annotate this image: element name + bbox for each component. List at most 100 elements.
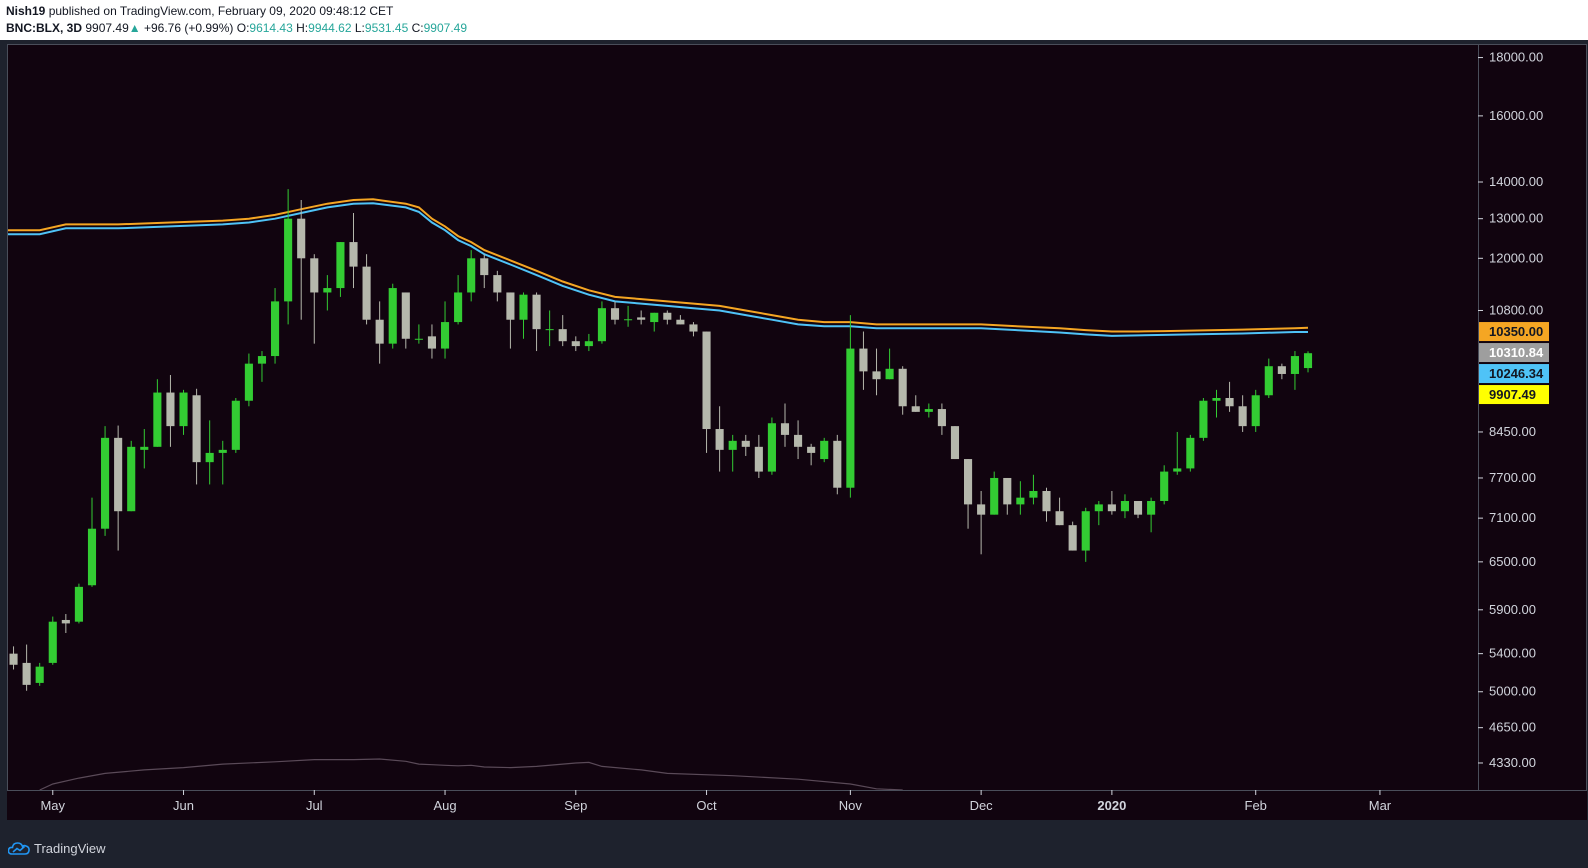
- candle[interactable]: [977, 491, 986, 555]
- candle-body[interactable]: [179, 392, 188, 427]
- candle-body[interactable]: [1212, 397, 1221, 401]
- candle[interactable]: [728, 434, 737, 472]
- candle[interactable]: [950, 426, 960, 460]
- candle[interactable]: [388, 283, 397, 349]
- candle-body[interactable]: [741, 440, 750, 447]
- price-axis[interactable]: 18000.00 16000.00 14000.00 13000.00 12000.00…: [7, 44, 1588, 820]
- candle[interactable]: [571, 336, 580, 352]
- candle-body[interactable]: [9, 653, 18, 665]
- candle-body[interactable]: [1120, 501, 1130, 512]
- candle[interactable]: [1120, 494, 1130, 519]
- candle-body[interactable]: [1003, 477, 1012, 505]
- candle-body[interactable]: [820, 440, 829, 460]
- candle-body[interactable]: [1290, 356, 1299, 374]
- candle[interactable]: [637, 310, 646, 325]
- candle-body[interactable]: [310, 258, 319, 293]
- candle-body[interactable]: [846, 348, 855, 488]
- candle[interactable]: [310, 254, 319, 344]
- candle-body[interactable]: [506, 292, 515, 320]
- candle[interactable]: [336, 242, 345, 297]
- candle[interactable]: [767, 417, 776, 475]
- candle-body[interactable]: [1238, 406, 1247, 427]
- candle[interactable]: [74, 583, 83, 624]
- candle[interactable]: [205, 420, 214, 485]
- candle-body[interactable]: [990, 477, 999, 515]
- candle[interactable]: [1277, 363, 1286, 380]
- candle[interactable]: [22, 644, 31, 691]
- candle-body[interactable]: [493, 275, 502, 293]
- candle-body[interactable]: [1094, 504, 1103, 512]
- candle[interactable]: [780, 403, 790, 447]
- candle[interactable]: [1290, 351, 1299, 390]
- candle[interactable]: [833, 434, 842, 495]
- candle-body[interactable]: [833, 440, 842, 488]
- candle[interactable]: [48, 616, 57, 665]
- candle-body[interactable]: [676, 319, 685, 325]
- candle-body[interactable]: [571, 341, 580, 347]
- candle-body[interactable]: [1068, 525, 1077, 551]
- candle[interactable]: [911, 395, 920, 412]
- candle[interactable]: [401, 292, 410, 349]
- candle-body[interactable]: [244, 363, 253, 401]
- time-axis-background[interactable]: [7, 790, 1587, 820]
- candle[interactable]: [924, 403, 933, 418]
- candle-body[interactable]: [715, 429, 724, 450]
- candle[interactable]: [1147, 497, 1156, 533]
- candle-body[interactable]: [61, 619, 70, 624]
- candle[interactable]: [597, 301, 606, 344]
- plot-background[interactable]: [7, 44, 1478, 790]
- candle[interactable]: [140, 429, 149, 469]
- candle[interactable]: [584, 333, 593, 352]
- candle[interactable]: [885, 348, 894, 380]
- candle-body[interactable]: [650, 312, 659, 323]
- candle-body[interactable]: [1264, 366, 1273, 396]
- candle[interactable]: [414, 324, 423, 344]
- candle-body[interactable]: [297, 218, 306, 259]
- candle[interactable]: [715, 406, 724, 472]
- candle[interactable]: [872, 348, 881, 396]
- candle[interactable]: [231, 397, 240, 453]
- candle[interactable]: [1055, 497, 1064, 526]
- candle-body[interactable]: [597, 308, 606, 342]
- candle-body[interactable]: [1107, 504, 1116, 512]
- candle[interactable]: [519, 292, 528, 339]
- candle[interactable]: [990, 471, 999, 515]
- candle[interactable]: [1094, 501, 1103, 526]
- candle-body[interactable]: [584, 341, 593, 347]
- candle-body[interactable]: [794, 434, 803, 447]
- candle[interactable]: [179, 389, 188, 435]
- candlestick-chart[interactable]: 18000.00 16000.00 14000.00 13000.00 12000.00…: [0, 40, 1588, 832]
- candle[interactable]: [846, 315, 855, 498]
- candle-body[interactable]: [349, 242, 358, 267]
- candle-body[interactable]: [440, 322, 450, 349]
- candle-body[interactable]: [885, 368, 894, 380]
- candle[interactable]: [9, 646, 18, 670]
- candle-body[interactable]: [1199, 400, 1208, 438]
- candle-body[interactable]: [22, 662, 31, 685]
- candle-body[interactable]: [35, 666, 44, 683]
- candle[interactable]: [610, 301, 620, 325]
- price-axis-background[interactable]: [1478, 44, 1587, 790]
- candle-body[interactable]: [1277, 366, 1286, 374]
- candle[interactable]: [676, 315, 685, 325]
- candle[interactable]: [467, 250, 476, 302]
- candle-body[interactable]: [1225, 397, 1234, 407]
- candle[interactable]: [1264, 358, 1273, 398]
- candle-body[interactable]: [101, 437, 110, 529]
- candle-body[interactable]: [205, 452, 214, 463]
- candle-body[interactable]: [950, 426, 960, 460]
- author-name[interactable]: Nish19: [6, 4, 46, 18]
- candle[interactable]: [270, 288, 280, 364]
- candle[interactable]: [794, 420, 803, 460]
- candle[interactable]: [35, 662, 44, 686]
- candle[interactable]: [650, 312, 659, 332]
- candle[interactable]: [1303, 351, 1313, 373]
- candle[interactable]: [362, 254, 371, 325]
- candle-body[interactable]: [754, 446, 763, 472]
- candle-body[interactable]: [545, 329, 554, 331]
- candle[interactable]: [663, 310, 672, 325]
- candle[interactable]: [963, 459, 973, 529]
- candle[interactable]: [284, 189, 293, 325]
- candle[interactable]: [218, 440, 227, 485]
- candle[interactable]: [1186, 434, 1195, 472]
